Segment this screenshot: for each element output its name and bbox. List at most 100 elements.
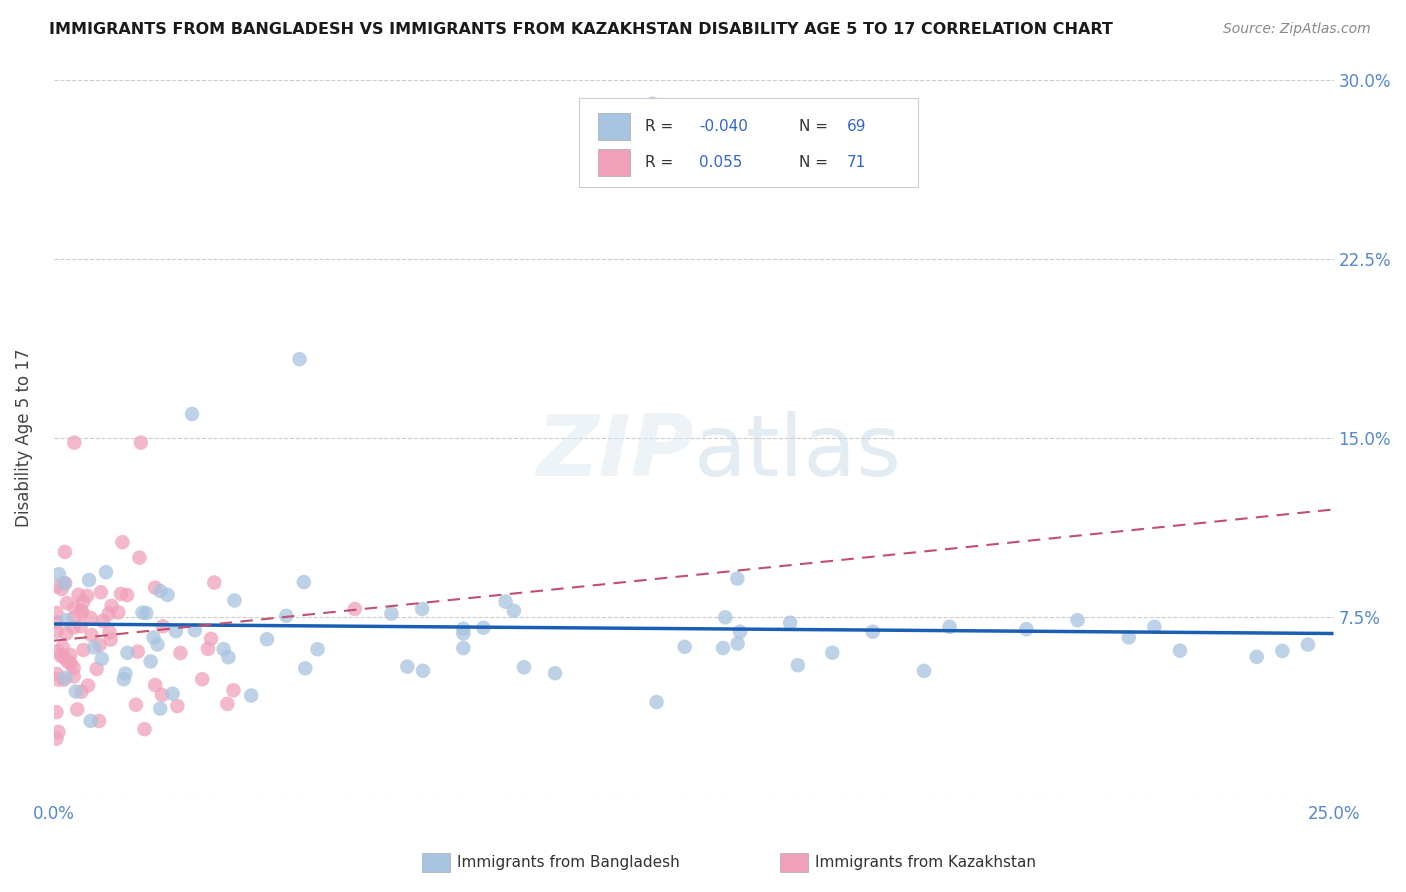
Point <box>70 606 93 620</box>
Point <box>114 666 136 681</box>
Point <box>100 632 122 647</box>
Point <box>67 588 90 602</box>
FancyBboxPatch shape <box>578 98 918 187</box>
Point <box>212 642 235 657</box>
Point <box>412 664 434 678</box>
Point <box>63 601 86 615</box>
Point <box>156 588 179 602</box>
Text: R =: R = <box>645 119 678 134</box>
Point <box>128 550 150 565</box>
Point <box>77 573 100 587</box>
Point <box>256 632 278 647</box>
Point <box>94 565 117 579</box>
Point <box>80 714 103 728</box>
Point <box>544 666 567 681</box>
Point <box>87 714 110 728</box>
Point <box>45 731 67 746</box>
Point <box>191 672 214 686</box>
Point <box>139 654 162 668</box>
Point <box>62 661 84 675</box>
Point <box>65 684 87 698</box>
Point <box>184 624 207 638</box>
Text: ZIP: ZIP <box>536 410 693 493</box>
Point <box>110 587 132 601</box>
Point <box>89 638 111 652</box>
Point <box>1015 622 1038 636</box>
Point <box>786 658 808 673</box>
Point <box>66 702 89 716</box>
Point <box>292 575 315 590</box>
Text: 69: 69 <box>848 119 866 134</box>
Point <box>453 626 475 640</box>
Point <box>56 655 79 669</box>
Point <box>56 596 79 610</box>
Point <box>91 614 114 628</box>
Point <box>83 640 105 655</box>
Point <box>70 685 93 699</box>
Point <box>53 576 76 591</box>
Point <box>222 683 245 698</box>
Point <box>645 695 668 709</box>
Point <box>115 588 138 602</box>
Point <box>45 579 67 593</box>
Point <box>938 620 960 634</box>
Text: -0.040: -0.040 <box>699 119 748 134</box>
Point <box>46 644 69 658</box>
Point <box>142 631 165 645</box>
Point <box>63 611 86 625</box>
Point <box>1246 649 1268 664</box>
Text: Immigrants from Bangladesh: Immigrants from Bangladesh <box>457 855 679 870</box>
Point <box>53 671 76 685</box>
Point <box>217 697 239 711</box>
Point <box>112 672 135 686</box>
Point <box>62 621 84 635</box>
Text: N =: N = <box>799 155 832 169</box>
Point <box>1118 631 1140 645</box>
Point <box>1296 638 1319 652</box>
Point <box>503 604 526 618</box>
Point <box>72 595 94 609</box>
Point <box>152 619 174 633</box>
Point <box>294 661 316 675</box>
Point <box>45 705 67 719</box>
Point <box>48 567 70 582</box>
Point <box>59 648 82 662</box>
Point <box>107 606 129 620</box>
Text: N =: N = <box>799 119 832 134</box>
Point <box>77 679 100 693</box>
Point <box>495 595 517 609</box>
Point <box>62 669 84 683</box>
Point <box>453 622 475 636</box>
Text: 71: 71 <box>848 155 866 169</box>
Point <box>821 646 844 660</box>
Point <box>45 606 67 620</box>
Point <box>725 572 748 586</box>
Point <box>79 611 101 625</box>
Point <box>69 619 91 633</box>
Text: Source: ZipAtlas.com: Source: ZipAtlas.com <box>1223 22 1371 37</box>
Point <box>714 610 737 624</box>
Point <box>224 593 246 607</box>
Point <box>143 581 166 595</box>
Point <box>728 624 751 639</box>
Point <box>200 632 222 646</box>
Text: 0.055: 0.055 <box>699 155 742 169</box>
Point <box>396 659 419 673</box>
Point <box>513 660 536 674</box>
Point <box>1066 613 1088 627</box>
Point <box>779 615 801 630</box>
Point <box>727 636 749 650</box>
Point <box>97 607 120 621</box>
Point <box>70 603 93 617</box>
Point <box>165 624 187 639</box>
Point <box>307 642 329 657</box>
Point <box>111 535 134 549</box>
Point <box>117 646 139 660</box>
Y-axis label: Disability Age 5 to 17: Disability Age 5 to 17 <box>15 349 32 527</box>
Point <box>1168 643 1191 657</box>
Point <box>52 640 75 654</box>
Point <box>52 673 75 687</box>
Point <box>453 641 475 656</box>
Text: atlas: atlas <box>693 410 901 493</box>
FancyBboxPatch shape <box>598 113 630 140</box>
